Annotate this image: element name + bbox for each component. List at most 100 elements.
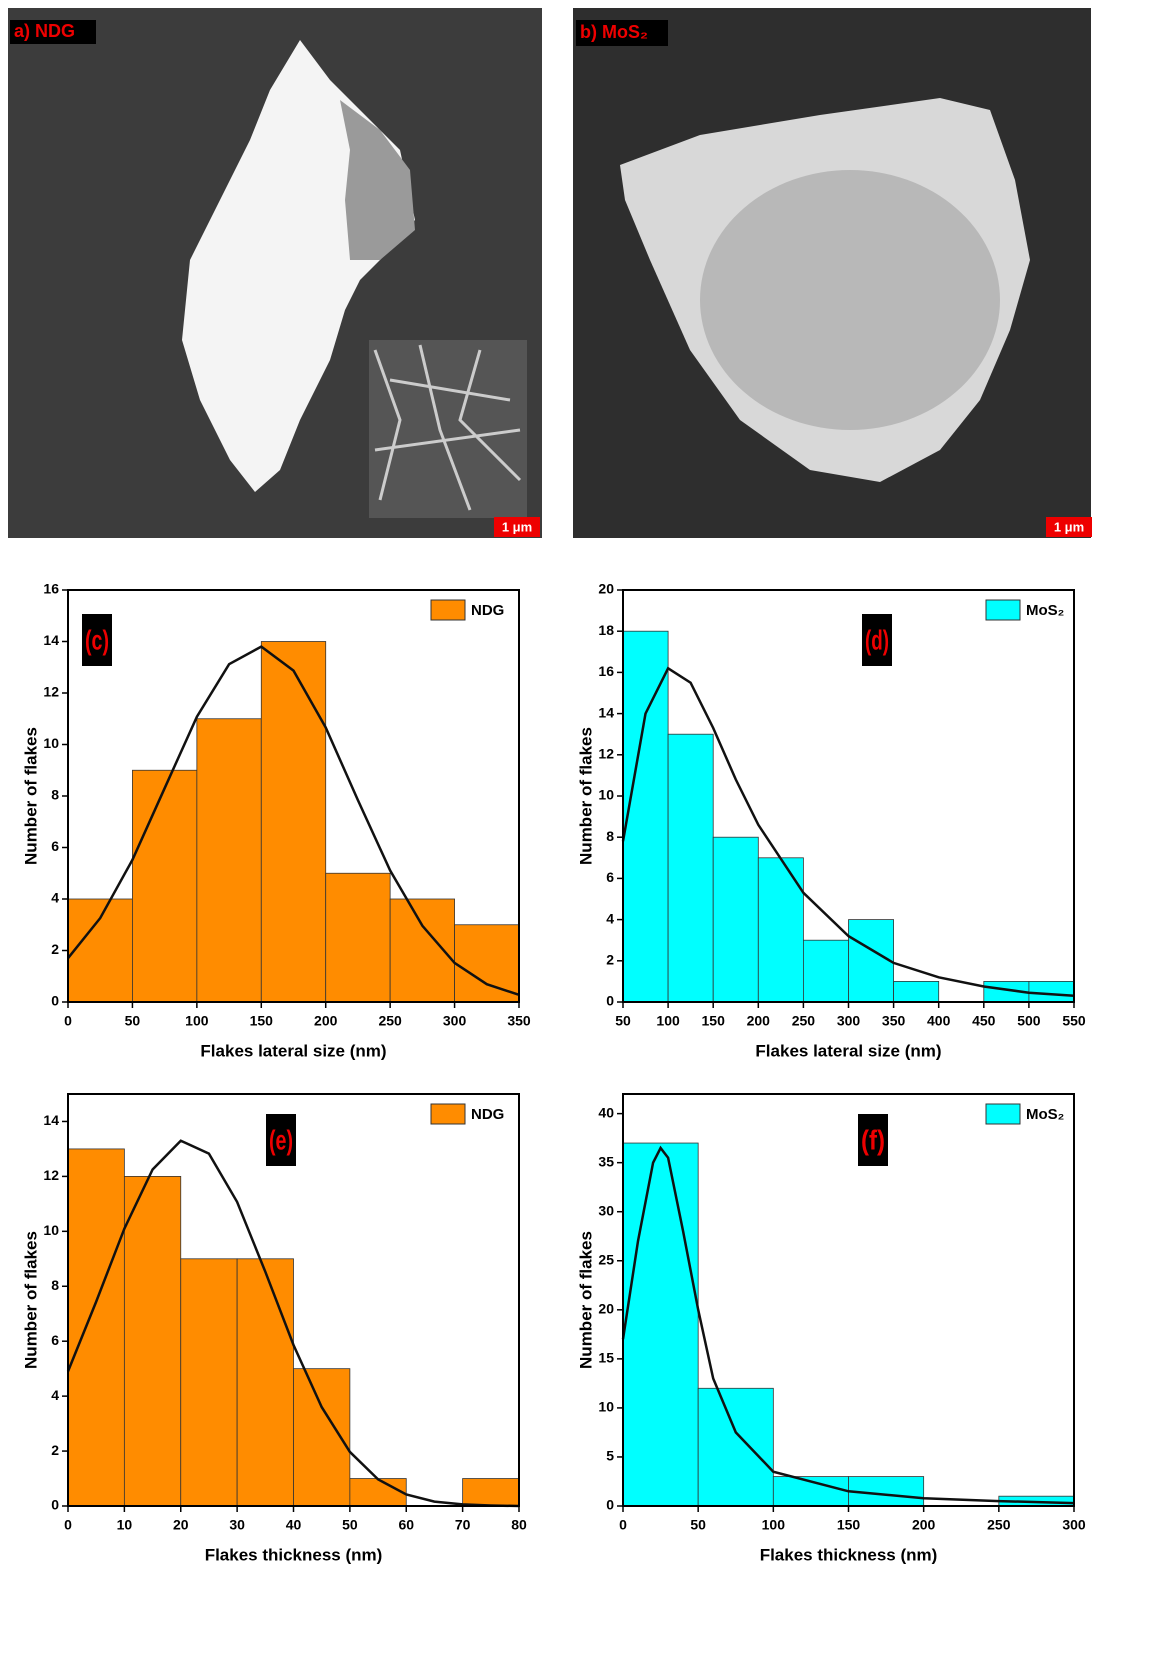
y-tick-label: 20 [598, 581, 614, 597]
x-tick-label: 100 [185, 1013, 209, 1029]
y-tick-label: 12 [598, 746, 614, 762]
x-axis-label: Flakes lateral size (nm) [200, 1041, 386, 1060]
y-tick-label: 30 [598, 1202, 614, 1218]
x-tick-label: 400 [927, 1013, 951, 1029]
y-tick-label: 6 [606, 869, 614, 885]
bar [697, 1387, 774, 1507]
x-tick-label: 250 [987, 1517, 1011, 1533]
x-tick-label: 10 [117, 1517, 133, 1533]
x-tick-label: 100 [762, 1517, 786, 1533]
fit-curve [621, 666, 1075, 998]
x-tick-label: 200 [314, 1013, 338, 1029]
y-tick-label: 10 [598, 1399, 614, 1415]
panel-label-box [862, 614, 892, 666]
x-tick-label: 450 [972, 1013, 996, 1029]
bar [667, 733, 714, 1003]
y-tick-label: 14 [43, 1112, 59, 1128]
y-tick-label: 16 [43, 581, 59, 597]
y-axis-label: Number of flakes [21, 727, 40, 865]
bar [757, 857, 804, 1003]
x-tick-label: 150 [837, 1517, 861, 1533]
x-tick-label: 50 [615, 1013, 631, 1029]
panel-label: (d) [865, 624, 889, 655]
panel-label: (f) [861, 1124, 885, 1155]
x-tick-label: 50 [690, 1517, 706, 1533]
y-tick-label: 10 [43, 735, 59, 751]
bar [325, 872, 391, 1003]
bar [1028, 981, 1075, 1003]
x-tick-label: 80 [511, 1517, 527, 1533]
legend-swatch [430, 1103, 466, 1125]
y-tick-label: 2 [606, 952, 614, 968]
x-tick-label: 300 [443, 1013, 467, 1029]
x-tick-label: 40 [286, 1517, 302, 1533]
bar [803, 939, 849, 1003]
y-tick-label: 0 [51, 1497, 59, 1513]
legend-swatch [985, 1103, 1021, 1125]
scale-bar: 1 μm [1054, 519, 1084, 534]
legend-swatch [430, 599, 466, 621]
y-tick-label: 10 [598, 787, 614, 803]
x-tick-label: 30 [229, 1517, 245, 1533]
x-tick-label: 20 [173, 1517, 189, 1533]
bar [893, 981, 940, 1003]
y-tick-label: 4 [51, 890, 59, 906]
x-tick-label: 350 [507, 1013, 531, 1029]
x-tick-label: 60 [398, 1517, 414, 1533]
y-tick-label: 16 [598, 663, 614, 679]
y-tick-label: 40 [598, 1104, 614, 1120]
legend-label: NDG [471, 602, 504, 619]
scale-bar: 1 μm [502, 519, 532, 534]
y-axis-label: Number of flakes [21, 1231, 40, 1369]
x-tick-label: 150 [250, 1013, 274, 1029]
y-tick-label: 2 [51, 1442, 59, 1458]
bar [236, 1258, 294, 1507]
y-tick-label: 12 [43, 684, 59, 700]
fit-curve [67, 645, 520, 996]
x-tick-label: 50 [125, 1013, 141, 1029]
image-label: b) MoS₂ [580, 22, 648, 42]
image-label: a) NDG [14, 21, 75, 41]
y-tick-label: 6 [51, 838, 59, 854]
panel-label-box [858, 1114, 888, 1166]
x-tick-label: 350 [882, 1013, 906, 1029]
x-tick-label: 100 [656, 1013, 680, 1029]
bar [123, 1176, 182, 1507]
y-tick-label: 20 [598, 1301, 614, 1317]
legend-swatch [985, 599, 1021, 621]
y-tick-label: 12 [43, 1167, 59, 1183]
y-tick-label: 8 [606, 828, 614, 844]
y-tick-label: 0 [606, 993, 614, 1009]
x-tick-label: 50 [342, 1517, 358, 1533]
bar [712, 836, 759, 1003]
bar [622, 630, 669, 1003]
y-tick-label: 14 [598, 704, 614, 720]
y-tick-label: 35 [598, 1153, 614, 1169]
y-tick-label: 0 [51, 993, 59, 1009]
legend-label: MoS₂ [1026, 1106, 1064, 1123]
fit-curve [621, 1145, 1075, 1505]
x-tick-label: 300 [1062, 1517, 1086, 1533]
panel-label-box [266, 1114, 296, 1166]
y-tick-label: 0 [606, 1497, 614, 1513]
x-tick-label: 0 [64, 1517, 72, 1533]
x-tick-label: 150 [702, 1013, 726, 1029]
bar [196, 718, 262, 1003]
fit-curve [66, 1139, 520, 1508]
x-tick-label: 250 [378, 1013, 402, 1029]
bar [349, 1478, 407, 1507]
x-tick-label: 300 [837, 1013, 861, 1029]
y-tick-label: 18 [598, 622, 614, 638]
y-tick-label: 15 [598, 1350, 614, 1366]
x-tick-label: 500 [1017, 1013, 1041, 1029]
x-tick-label: 200 [912, 1517, 936, 1533]
legend-label: MoS₂ [1026, 602, 1064, 619]
bar [462, 1478, 520, 1507]
bar [260, 641, 327, 1003]
bar [622, 1142, 699, 1507]
y-tick-label: 8 [51, 1277, 59, 1293]
bar [67, 1148, 125, 1507]
x-tick-label: 0 [64, 1013, 72, 1029]
x-tick-label: 550 [1062, 1013, 1086, 1029]
